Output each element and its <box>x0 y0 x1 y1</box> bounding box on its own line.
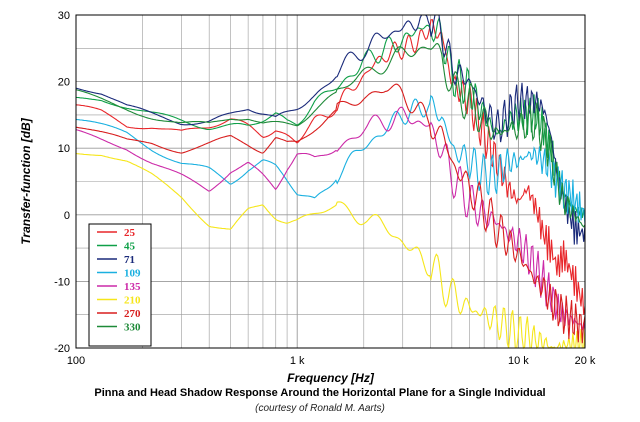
series-line-109 <box>75 94 586 225</box>
x-axis-label: Frequency [Hz] <box>287 371 375 385</box>
legend-entry-109: 109 <box>124 268 141 280</box>
chart-caption-credit: (courtesy of Ronald M. Aarts) <box>255 403 385 414</box>
y-tick-labels: 30 20 10 0 -10 -20 <box>54 10 70 355</box>
legend-entry-210: 210 <box>124 295 141 307</box>
series-line-210 <box>75 152 586 350</box>
series-line-71 <box>75 14 586 245</box>
legend-entry-135: 135 <box>124 281 141 293</box>
series-line-25 <box>75 18 586 315</box>
x-tick-label: 1 k <box>290 355 305 367</box>
legend-entry-25: 25 <box>124 227 136 239</box>
y-tick-label: -10 <box>54 276 70 288</box>
chart-grid <box>75 14 586 349</box>
chart-caption: Pinna and Head Shadow Response Around th… <box>94 387 546 399</box>
y-tick-label: -20 <box>54 343 70 355</box>
y-tick-label: 20 <box>58 77 70 89</box>
x-tick-label: 10 k <box>508 355 529 367</box>
y-tick-label: 10 <box>58 143 70 155</box>
x-tick-labels: 100 1 k 10 k 20 k <box>67 355 596 367</box>
legend-entry-330: 330 <box>124 322 141 334</box>
x-tick-label: 100 <box>67 355 85 367</box>
plot-frame <box>75 14 586 349</box>
x-tick-label: 20 k <box>575 355 596 367</box>
series-line-330 <box>75 43 586 228</box>
series-line-135 <box>75 106 586 331</box>
series-line-270 <box>75 83 586 344</box>
legend-entry-71: 71 <box>124 254 135 266</box>
legend-entry-45: 45 <box>124 241 136 253</box>
series-layer <box>75 14 586 350</box>
y-axis-label: Transfer-function [dB] <box>19 117 33 244</box>
y-tick-label: 0 <box>64 210 70 222</box>
legend-entry-270: 270 <box>124 308 141 320</box>
legend-box <box>88 223 152 347</box>
y-tick-label: 30 <box>58 10 70 22</box>
